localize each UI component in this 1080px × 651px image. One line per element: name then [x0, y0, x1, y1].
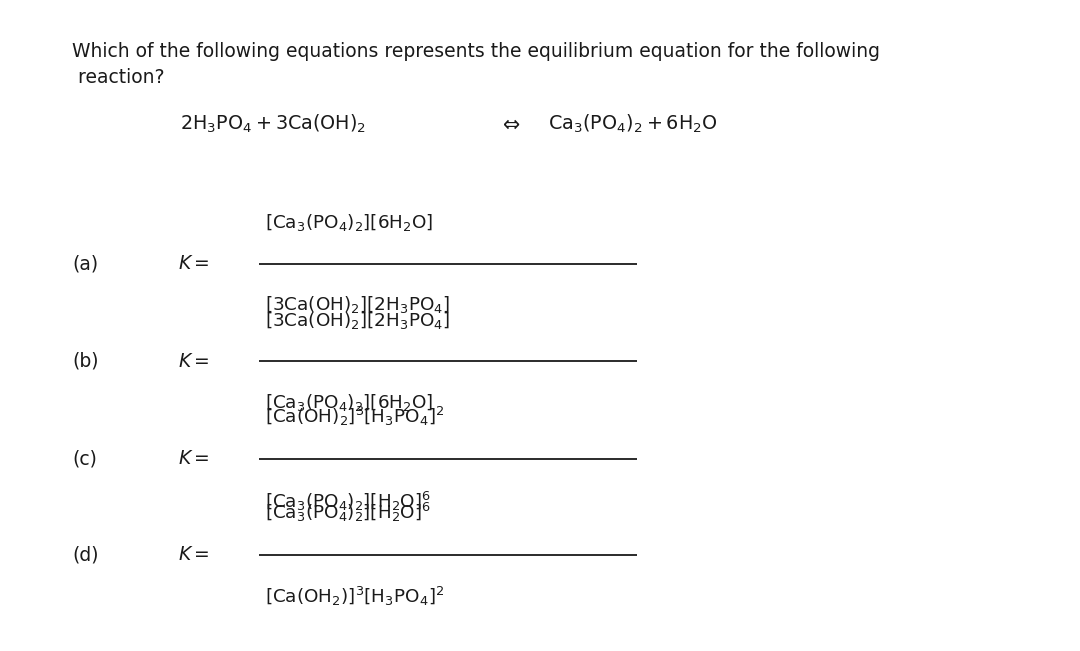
Text: $[3\mathrm{Ca(OH)_2}][2\mathrm{H_3PO_4}]$: $[3\mathrm{Ca(OH)_2}][2\mathrm{H_3PO_4}]…	[265, 294, 449, 315]
Text: $K=$: $K=$	[178, 545, 210, 564]
Text: $\mathrm{2H_3PO_4+ 3Ca(OH)_2}$: $\mathrm{2H_3PO_4+ 3Ca(OH)_2}$	[180, 113, 366, 135]
Text: $K=$: $K=$	[178, 352, 210, 371]
Text: $[\mathrm{Ca(OH)_2}]^3[\mathrm{H_3PO_4}]^2$: $[\mathrm{Ca(OH)_2}]^3[\mathrm{H_3PO_4}]…	[265, 406, 444, 428]
Text: Which of the following equations represents the equilibrium equation for the fol: Which of the following equations represe…	[72, 42, 880, 61]
Text: $[3\mathrm{Ca(OH)_2}][2\mathrm{H_3PO_4}]$: $[3\mathrm{Ca(OH)_2}][2\mathrm{H_3PO_4}]…	[265, 310, 449, 331]
Text: $[\mathrm{Ca_3(PO_4)_2}][\mathrm{H_2O}]^6$: $[\mathrm{Ca_3(PO_4)_2}][\mathrm{H_2O}]^…	[265, 490, 431, 512]
Text: $[\mathrm{Ca_3(PO_4)_2}][\mathrm{H_2O}]^6$: $[\mathrm{Ca_3(PO_4)_2}][\mathrm{H_2O}]^…	[265, 501, 431, 524]
Text: (a): (a)	[72, 254, 98, 273]
Text: (b): (b)	[72, 352, 99, 371]
Text: $\mathrm{Ca_3(PO_4)_2+ 6H_2O}$: $\mathrm{Ca_3(PO_4)_2+ 6H_2O}$	[548, 113, 717, 135]
Text: $\Leftrightarrow$: $\Leftrightarrow$	[499, 114, 522, 133]
Text: (d): (d)	[72, 545, 99, 564]
Text: $K=$: $K=$	[178, 449, 210, 469]
Text: (c): (c)	[72, 449, 97, 469]
Text: $[\mathrm{Ca_3(PO_4)_2}][6\mathrm{H_2O}]$: $[\mathrm{Ca_3(PO_4)_2}][6\mathrm{H_2O}]…	[265, 212, 433, 233]
Text: $[\mathrm{Ca_3(PO_4)_2}][6\mathrm{H_2O}]$: $[\mathrm{Ca_3(PO_4)_2}][6\mathrm{H_2O}]…	[265, 392, 433, 413]
Text: $[\mathrm{Ca(OH_2)}]^3[\mathrm{H_3PO_4}]^2$: $[\mathrm{Ca(OH_2)}]^3[\mathrm{H_3PO_4}]…	[265, 585, 444, 608]
Text: reaction?: reaction?	[72, 68, 165, 87]
Text: $K=$: $K=$	[178, 254, 210, 273]
